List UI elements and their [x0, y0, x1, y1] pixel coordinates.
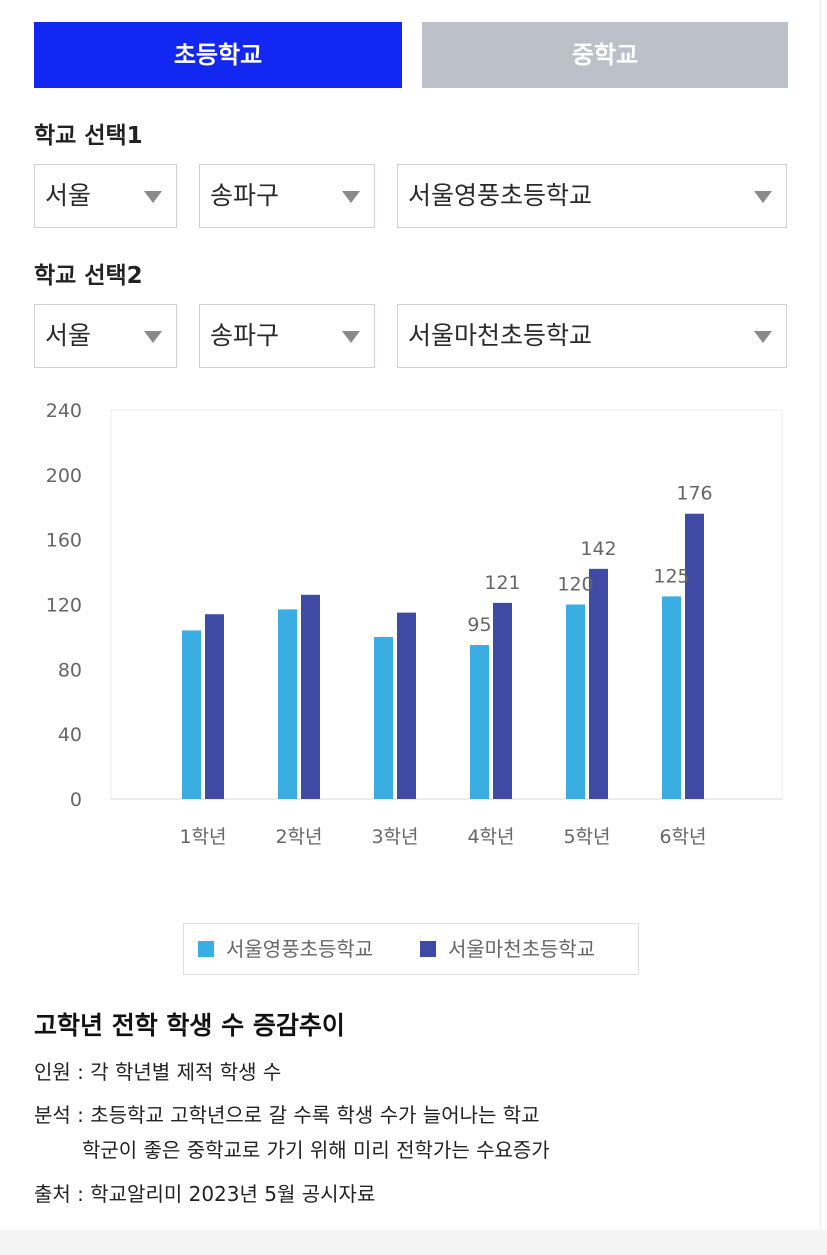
description-line-2: 분석 : 초등학교 고학년으로 갈 수록 학생 수가 늘어나는 학교	[34, 1103, 540, 1127]
data-label: 95	[467, 614, 491, 636]
bar-2	[685, 513, 704, 799]
page-bottom-band	[0, 1230, 827, 1255]
school-2-school-select[interactable]: 서울마천초등학교	[397, 304, 787, 368]
bar-series	[182, 513, 704, 799]
data-labels: 95 121 120 142 125 176	[467, 483, 712, 636]
school-1-region-select[interactable]: 서울	[34, 164, 177, 228]
chevron-down-icon	[144, 331, 162, 343]
y-tick-label: 160	[46, 530, 82, 552]
legend-swatch-series-2	[420, 941, 436, 957]
data-label: 121	[484, 572, 520, 594]
y-tick-label: 0	[70, 789, 82, 811]
school-1-district-value: 송파구	[210, 181, 280, 210]
bar-1	[374, 636, 393, 799]
enrollment-bar-chart: 0 40 80 120 160 200 240 1학년 2학년 3학년 4학년 5학년 6학년 95 1…	[46, 400, 783, 848]
chevron-down-icon	[342, 331, 360, 343]
data-label: 125	[653, 565, 689, 587]
school-1-school-select[interactable]: 서울영풍초등학교	[397, 164, 787, 228]
school-1-district-select[interactable]: 송파구	[199, 164, 375, 228]
tab-middle[interactable]: 중학교	[422, 22, 788, 88]
description-line-3: 학군이 좋은 중학교로 가기 위해 미리 전학가는 수요증가	[82, 1138, 550, 1162]
bar-1	[278, 609, 297, 799]
chevron-down-icon	[754, 191, 772, 203]
bar-2	[493, 602, 512, 799]
bar-2	[589, 568, 608, 799]
bar-1	[662, 596, 681, 799]
school-level-tabs: 초등학교 중학교	[34, 22, 788, 88]
legend-item-series-1[interactable]: 서울영풍초등학교	[198, 924, 373, 974]
description-line-1: 인원 : 각 학년별 제적 학생 수	[34, 1060, 282, 1084]
chevron-down-icon	[144, 191, 162, 203]
x-tick-label: 1학년	[179, 826, 226, 848]
x-tick-label: 2학년	[275, 826, 322, 848]
school-select-1-label: 학교 선택1	[34, 123, 143, 149]
chevron-down-icon	[342, 191, 360, 203]
legend-label-series-1: 서울영풍초등학교	[226, 937, 374, 961]
data-label: 176	[676, 483, 712, 505]
school-2-region-select[interactable]: 서울	[34, 304, 177, 368]
bar-1	[182, 630, 201, 799]
school-2-district-value: 송파구	[210, 321, 280, 350]
school-2-school-value: 서울마천초등학교	[408, 321, 593, 350]
bar-2	[205, 614, 224, 799]
legend-swatch-series-1	[198, 941, 214, 957]
x-axis-ticks: 1학년 2학년 3학년 4학년 5학년 6학년	[179, 826, 706, 848]
bar-1	[566, 604, 585, 799]
y-tick-label: 80	[58, 659, 82, 681]
data-label: 142	[580, 538, 616, 560]
school-1-school-value: 서울영풍초등학교	[408, 181, 593, 210]
y-tick-label: 40	[58, 724, 82, 746]
legend-label-series-2: 서울마천초등학교	[448, 937, 596, 961]
bar-2	[301, 594, 320, 799]
y-axis-ticks: 0 40 80 120 160 200 240	[46, 400, 82, 811]
legend-item-series-2[interactable]: 서울마천초등학교	[420, 924, 595, 974]
school-2-region-value: 서울	[45, 321, 92, 350]
x-tick-label: 4학년	[467, 826, 514, 848]
data-label: 120	[557, 574, 593, 596]
y-tick-label: 240	[46, 400, 82, 422]
description-line-4: 출처 : 학교알리미 2023년 5월 공시자료	[34, 1182, 376, 1206]
x-tick-label: 5학년	[563, 826, 610, 848]
x-tick-label: 3학년	[371, 826, 418, 848]
bar-2	[397, 612, 416, 799]
school-1-region-value: 서울	[45, 181, 92, 210]
description-title: 고학년 전학 학생 수 증감추이	[34, 1011, 345, 1040]
school-select-2-label: 학교 선택2	[34, 263, 143, 289]
bar-1	[470, 645, 489, 799]
y-tick-label: 120	[46, 595, 82, 617]
school-2-district-select[interactable]: 송파구	[199, 304, 375, 368]
chart-legend: 서울영풍초등학교 서울마천초등학교	[183, 923, 639, 975]
page-right-border	[820, 0, 821, 1230]
y-tick-label: 200	[46, 465, 82, 487]
chevron-down-icon	[754, 331, 772, 343]
x-tick-label: 6학년	[659, 826, 706, 848]
tab-elementary[interactable]: 초등학교	[34, 22, 402, 88]
